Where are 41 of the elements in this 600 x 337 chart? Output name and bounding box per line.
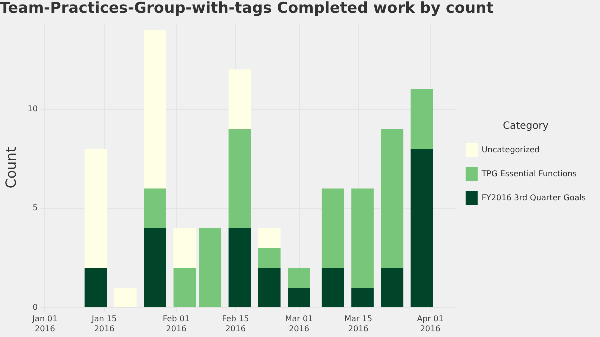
- bar: [228, 228, 252, 308]
- bar: [381, 268, 404, 308]
- bar: [288, 288, 310, 308]
- x-tick-label: Feb 01 2016: [163, 314, 190, 334]
- x-tick-label: Mar 15 2016: [344, 314, 372, 334]
- bar: [258, 248, 281, 268]
- bar: [199, 228, 222, 308]
- x-tick-label: Apr 01 2016: [417, 314, 444, 334]
- bar: [228, 129, 252, 228]
- x-tick-label: Jan 01 2016: [32, 314, 58, 334]
- bar: [410, 149, 434, 308]
- y-tick-label: 0: [32, 302, 38, 312]
- y-axis-title: Count: [4, 146, 20, 189]
- legend-label: FY2016 3rd Quarter Goals: [482, 194, 586, 203]
- bar: [114, 288, 137, 308]
- bar: [174, 228, 196, 268]
- bar: [322, 268, 344, 308]
- y-tick-label: 5: [32, 204, 38, 213]
- bar: [174, 268, 196, 308]
- bar: [258, 268, 281, 308]
- bar: [84, 268, 108, 308]
- bar: [352, 288, 374, 308]
- bar: [84, 149, 108, 268]
- bar: [410, 90, 434, 150]
- legend-title: Category: [503, 121, 549, 132]
- y-tick-label: 10: [28, 104, 38, 114]
- bar: [322, 188, 344, 268]
- bar: [258, 228, 281, 248]
- x-tick-label: Feb 15 2016: [222, 314, 250, 334]
- bar: [288, 268, 310, 288]
- bar: [144, 228, 166, 308]
- legend-label: Uncategorized: [482, 146, 540, 155]
- bar: [352, 188, 374, 288]
- chart-title: Team-Practices-Group-with-tags Completed work by count: [0, 0, 494, 17]
- bar: [144, 30, 166, 189]
- x-tick-label: Mar 01 2016: [285, 314, 314, 334]
- legend-label: TPG Essential Functions: [480, 170, 577, 179]
- bar: [381, 129, 404, 268]
- x-tick-label: Jan 15 2016: [90, 314, 118, 334]
- bar: [228, 70, 252, 130]
- bar: [144, 188, 166, 228]
